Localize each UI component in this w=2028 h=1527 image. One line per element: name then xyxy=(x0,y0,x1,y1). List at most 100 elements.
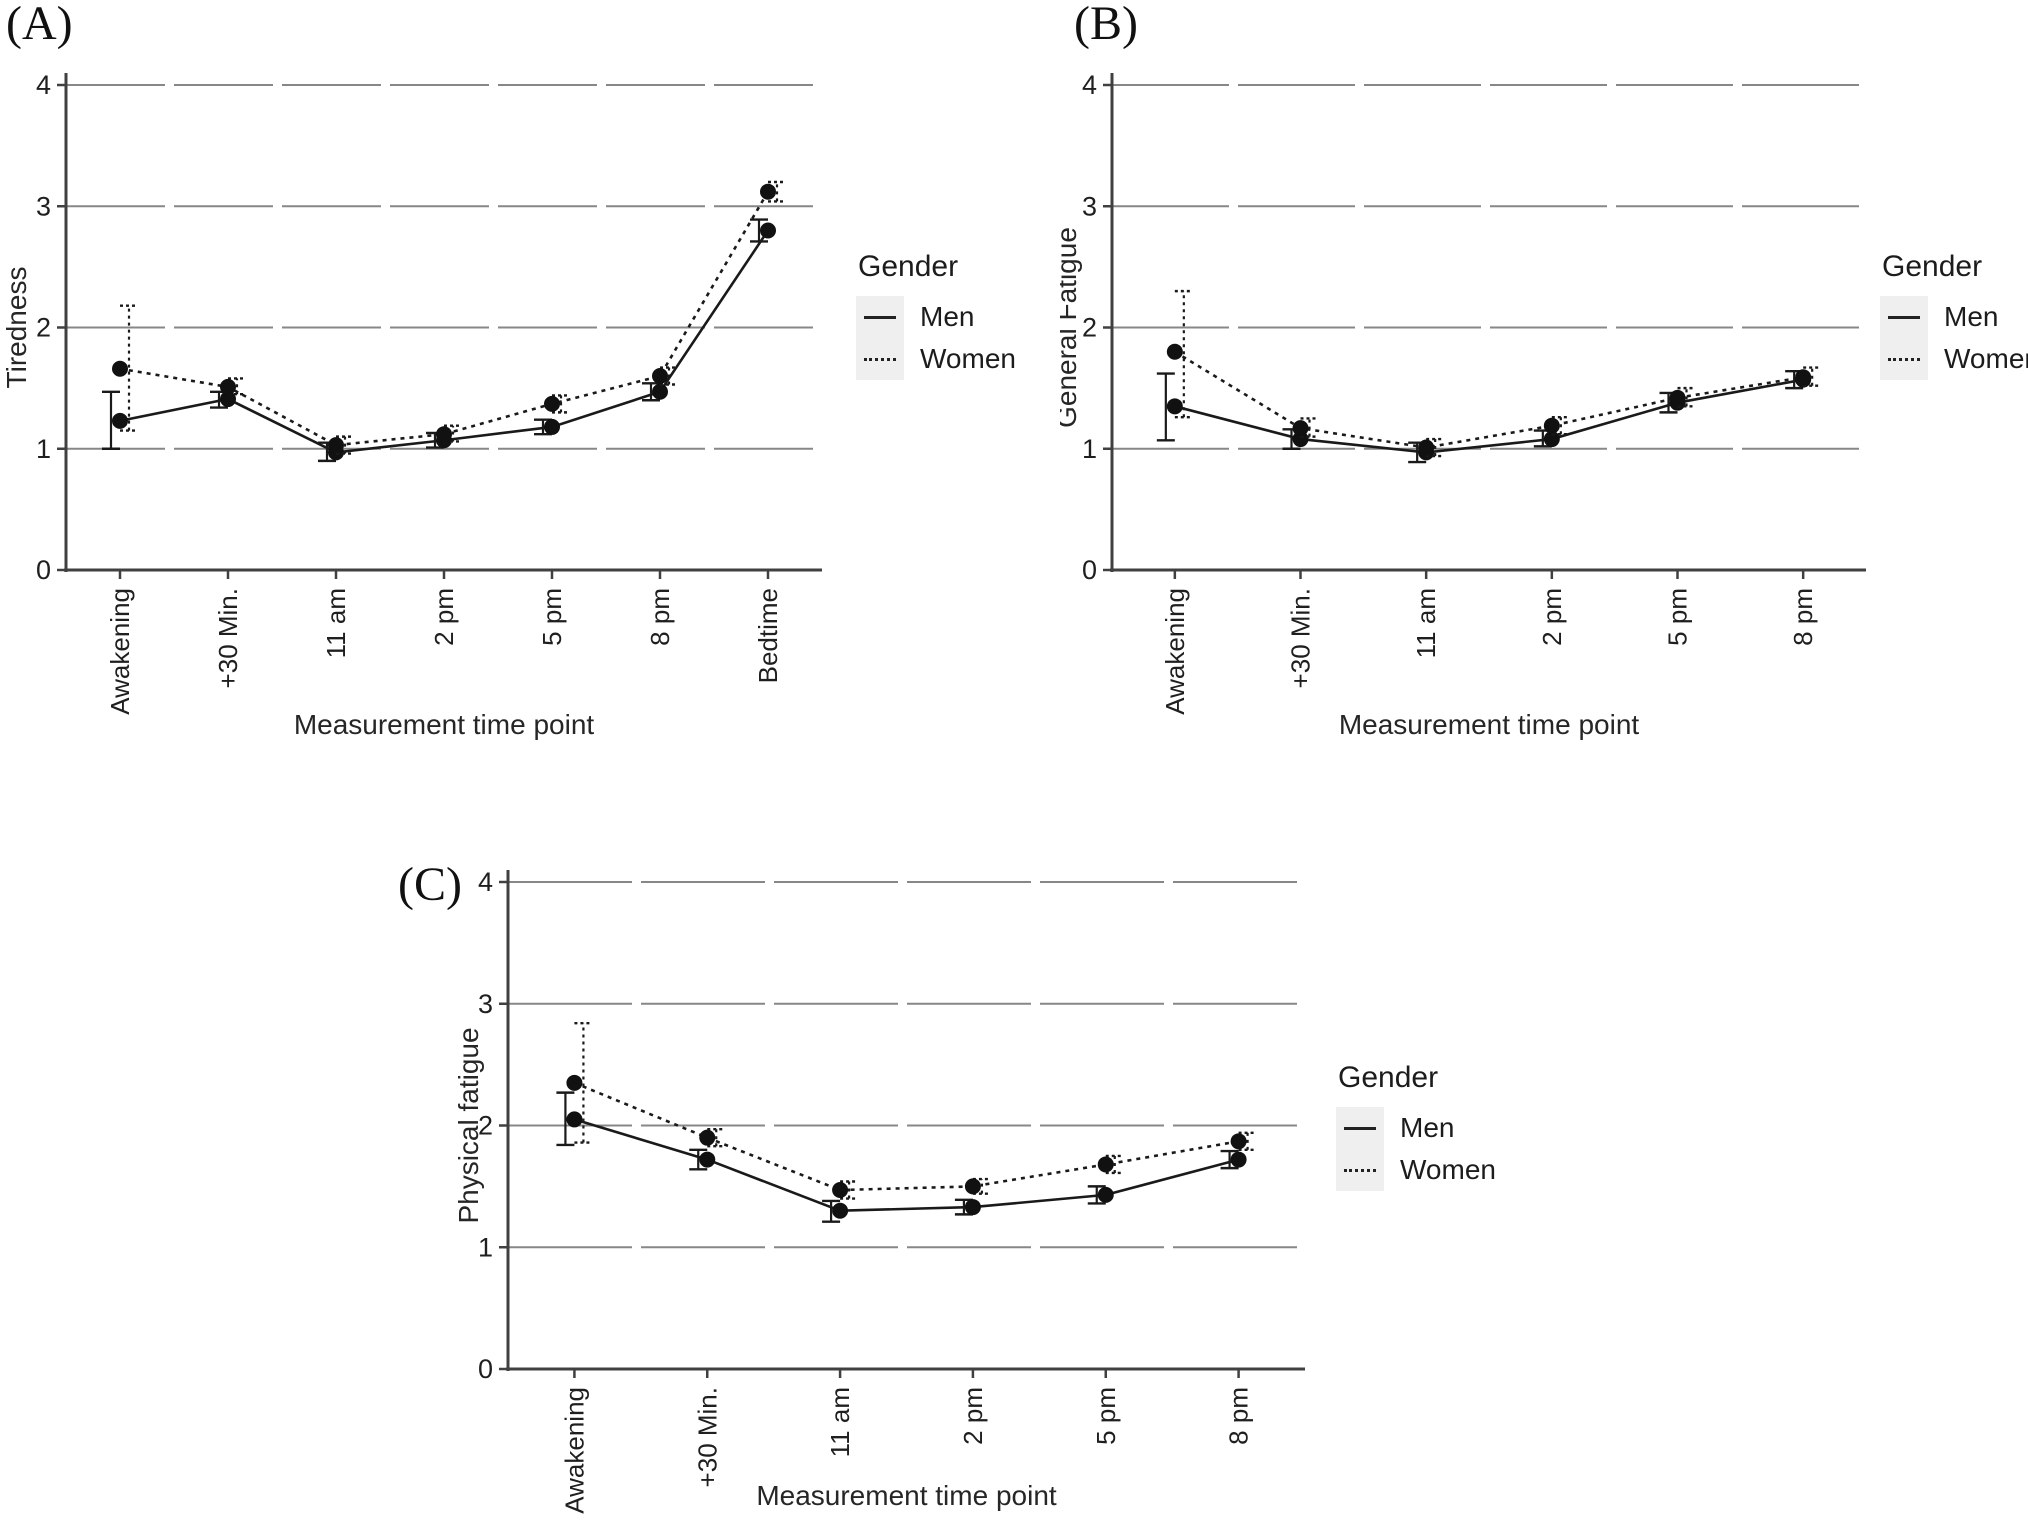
solid-line-icon xyxy=(1888,315,1920,319)
data-point xyxy=(220,378,236,395)
data-point xyxy=(760,222,776,239)
y-tick-label: 4 xyxy=(478,867,493,897)
data-point xyxy=(566,1111,583,1128)
legend-label-men: Men xyxy=(1400,1112,1455,1143)
y-tick-label: 3 xyxy=(1082,191,1097,221)
data-point xyxy=(964,1178,981,1195)
legend-label-men: Men xyxy=(920,301,975,332)
men-line-sample-swatch xyxy=(1880,296,1928,338)
legend-label-women: Women xyxy=(1944,343,2028,374)
men-line-sample-swatch xyxy=(856,296,904,338)
series-men xyxy=(102,218,776,463)
y-tick-label: 0 xyxy=(478,1354,493,1384)
chart-svg-C: 0 1 2 3 4 Awakening +30 Min. 11 am 2 pm 5 pm 8 pm P… xyxy=(453,867,1305,1514)
legend-title: Gender xyxy=(1338,1061,1439,1094)
y-tick-label: 0 xyxy=(36,555,51,585)
y-tick-label: 2 xyxy=(36,313,51,343)
chart-svg-B: 0 1 2 3 4 Awakening +30 Min. 11 am 2 pm 5 pm 8 pm G… xyxy=(1060,70,1866,740)
legend-C: Gender Men Women xyxy=(1336,1061,1496,1191)
data-point xyxy=(699,1151,716,1168)
data-point xyxy=(1230,1133,1247,1150)
panel-label-B: (B) xyxy=(1074,0,1138,50)
legend-title: Gender xyxy=(858,250,959,283)
axes: 0 1 2 3 4 Awakening +30 Min. 11 am 2 pm 5 pm 8 pm B… xyxy=(36,70,822,715)
data-point xyxy=(964,1199,981,1216)
series-women xyxy=(112,180,786,455)
legend-item-women: Women xyxy=(856,338,1016,380)
dotted-line-icon xyxy=(864,357,896,361)
legend-label-women: Women xyxy=(920,343,1016,374)
y-tick-label: 4 xyxy=(1082,70,1097,100)
y-tick-label: 4 xyxy=(36,70,51,100)
x-tick-label: Awakening xyxy=(1160,588,1190,715)
data-point xyxy=(1166,398,1183,415)
legend-item-men: Men xyxy=(856,296,1016,338)
data-point xyxy=(1292,420,1309,437)
x-tick-label: 11 am xyxy=(1411,588,1441,658)
panel-A: 0 1 2 3 4 Awakening +30 Min. 11 am 2 pm 5 pm 8 pm B… xyxy=(0,0,1060,790)
y-tick-label: 1 xyxy=(36,434,51,464)
legend-A: Gender Men Women xyxy=(856,250,1016,380)
data-point xyxy=(1097,1186,1114,1203)
data-point xyxy=(1097,1156,1114,1173)
series-men xyxy=(556,1091,1247,1223)
y-tick-label: 3 xyxy=(36,191,51,221)
x-tick-label: +30 Min. xyxy=(213,588,243,688)
y-tick-label: 0 xyxy=(1082,555,1097,585)
data-point xyxy=(1166,343,1183,360)
y-tick-label: 1 xyxy=(1082,434,1097,464)
panel-label-A: (A) xyxy=(6,0,73,50)
panel-B: 0 1 2 3 4 Awakening +30 Min. 11 am 2 pm 5 pm 8 pm G… xyxy=(1060,0,2028,790)
x-tick-label: 8 pm xyxy=(1788,588,1818,646)
x-tick-label: 11 am xyxy=(321,588,351,658)
x-tick-label: 8 pm xyxy=(1224,1387,1254,1445)
data-point xyxy=(1230,1151,1247,1168)
x-axis-title: Measurement time point xyxy=(1339,709,1640,740)
axes: 0 1 2 3 4 Awakening +30 Min. 11 am 2 pm 5 pm 8 pm xyxy=(1082,70,1866,715)
x-tick-label: 8 pm xyxy=(645,588,675,646)
legend-B: Gender Men Women xyxy=(1880,250,2028,380)
gridlines xyxy=(1112,84,1866,450)
legend-label-women: Women xyxy=(1400,1154,1496,1185)
series-women xyxy=(1166,289,1822,458)
legend-label-men: Men xyxy=(1944,301,1999,332)
data-point xyxy=(220,391,236,408)
women-line-sample-swatch xyxy=(1336,1149,1384,1191)
data-point xyxy=(328,437,344,454)
y-tick-label: 3 xyxy=(478,989,493,1019)
solid-line-icon xyxy=(864,315,896,319)
data-point xyxy=(652,368,668,384)
y-tick-label: 2 xyxy=(478,1111,493,1141)
data-point xyxy=(652,383,668,400)
axes: 0 1 2 3 4 Awakening +30 Min. 11 am 2 pm 5 pm 8 pm xyxy=(478,867,1305,1514)
series-women xyxy=(566,1022,1257,1200)
y-axis-title: General Fatigue xyxy=(1060,227,1082,428)
x-tick-label: +30 Min. xyxy=(692,1387,722,1487)
x-tick-label: 5 pm xyxy=(537,588,567,646)
data-point xyxy=(760,183,776,200)
dotted-line-icon xyxy=(1888,357,1920,361)
x-tick-label: 2 pm xyxy=(429,588,459,646)
y-tick-label: 2 xyxy=(1082,313,1097,343)
data-point xyxy=(699,1129,716,1146)
data-point xyxy=(1418,439,1435,456)
legend-item-women: Women xyxy=(1336,1149,1496,1191)
data-point xyxy=(1543,417,1560,434)
data-point xyxy=(112,412,128,429)
panel-label-C: (C) xyxy=(398,858,462,911)
x-tick-label: Awakening xyxy=(105,588,135,715)
data-point xyxy=(544,395,560,412)
x-axis-title: Measurement time point xyxy=(294,709,595,740)
x-tick-label: 2 pm xyxy=(958,1387,988,1445)
panel-C: 0 1 2 3 4 Awakening +30 Min. 11 am 2 pm 5 pm 8 pm P… xyxy=(390,855,1550,1527)
data-point xyxy=(832,1182,849,1199)
y-axis-title: Tiredness xyxy=(1,267,32,389)
data-point xyxy=(1795,369,1812,386)
chart-svg-A: 0 1 2 3 4 Awakening +30 Min. 11 am 2 pm 5 pm 8 pm B… xyxy=(1,70,822,740)
data-point xyxy=(544,418,560,435)
data-point xyxy=(566,1074,583,1091)
data-point xyxy=(436,426,452,443)
data-point xyxy=(112,360,128,377)
data-point xyxy=(832,1202,849,1219)
